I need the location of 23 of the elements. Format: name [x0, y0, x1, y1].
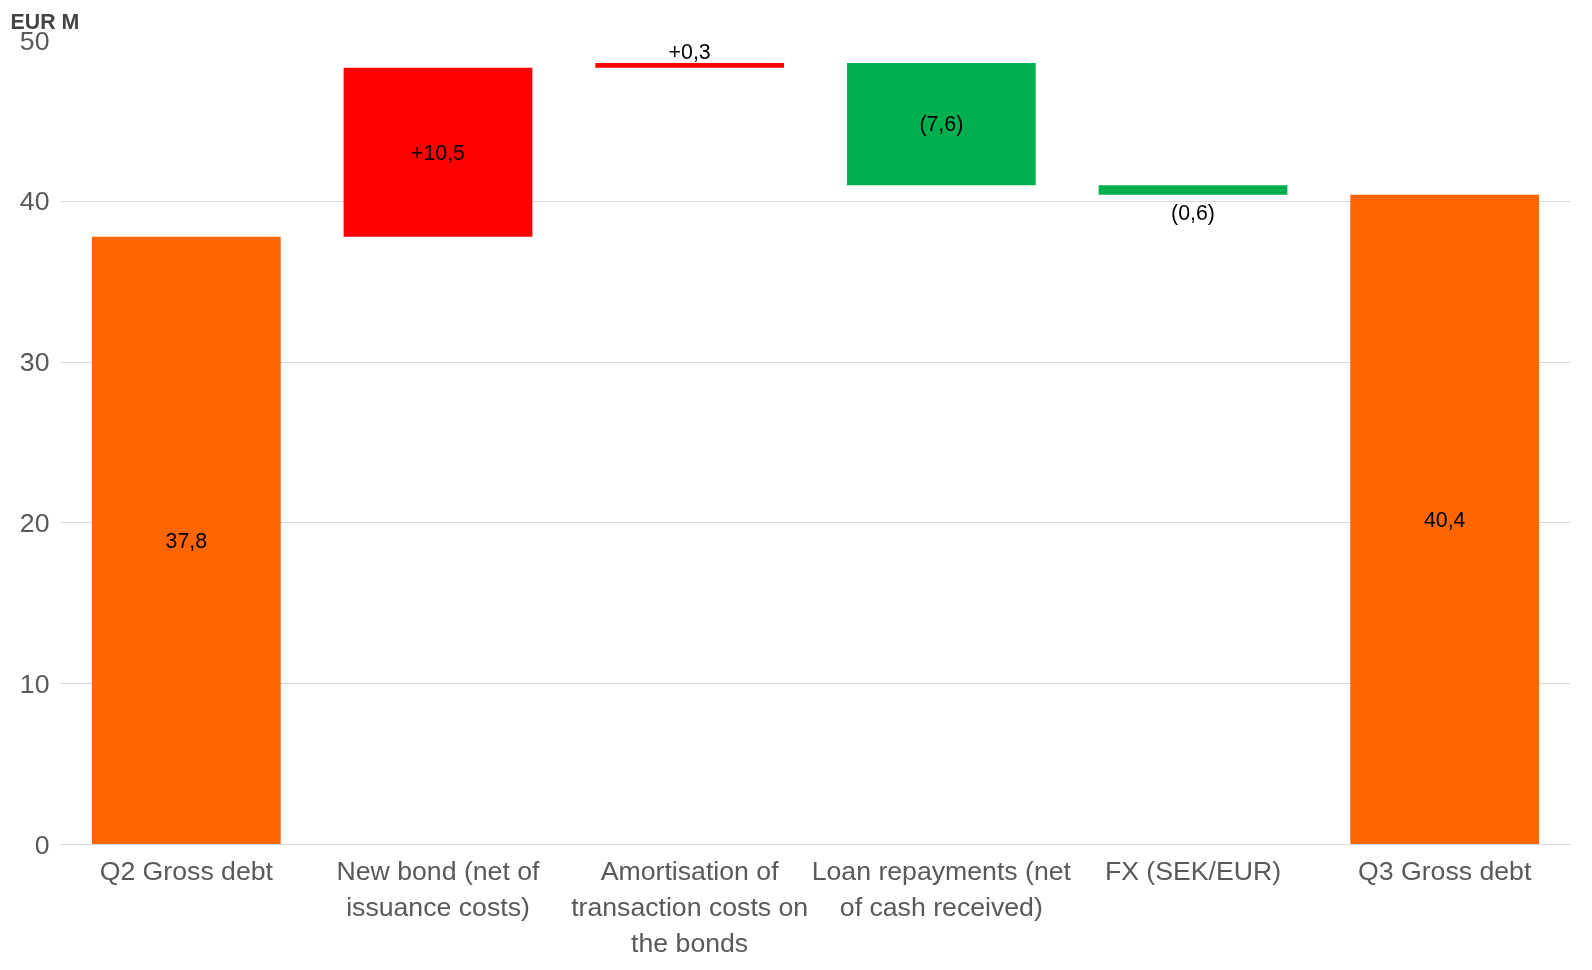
bar [343, 67, 533, 237]
bar [1098, 185, 1288, 195]
x-tick-label: Q3 Gross debt [1357, 855, 1532, 886]
x-tick-label: Q2 Gross debt [99, 855, 274, 886]
bar [1350, 194, 1540, 845]
y-tick-label: 20 [19, 507, 50, 538]
bar [595, 63, 785, 68]
data-label: 37,8 [165, 529, 208, 554]
data-label: +10,5 [411, 140, 465, 165]
y-tick-label: 10 [19, 668, 50, 699]
data-label: +0,3 [668, 39, 711, 64]
x-tick-label: Amortisation of transaction costs on the bonds [571, 855, 809, 958]
bar [91, 236, 281, 845]
x-tick-label: New bond (net of issuance costs) [336, 855, 541, 922]
y-tick-label: 0 [34, 829, 50, 860]
bar [846, 63, 1036, 186]
x-tick-label: Loan repayments (net of cash received) [811, 855, 1072, 922]
data-label: 40,4 [1423, 508, 1466, 533]
y-tick-label: 30 [19, 347, 50, 378]
y-tick-label: 40 [19, 186, 50, 217]
data-label: (7,6) [919, 112, 964, 137]
x-tick-label: FX (SEK/EUR) [1104, 855, 1282, 886]
data-label: (0,6) [1171, 201, 1215, 226]
